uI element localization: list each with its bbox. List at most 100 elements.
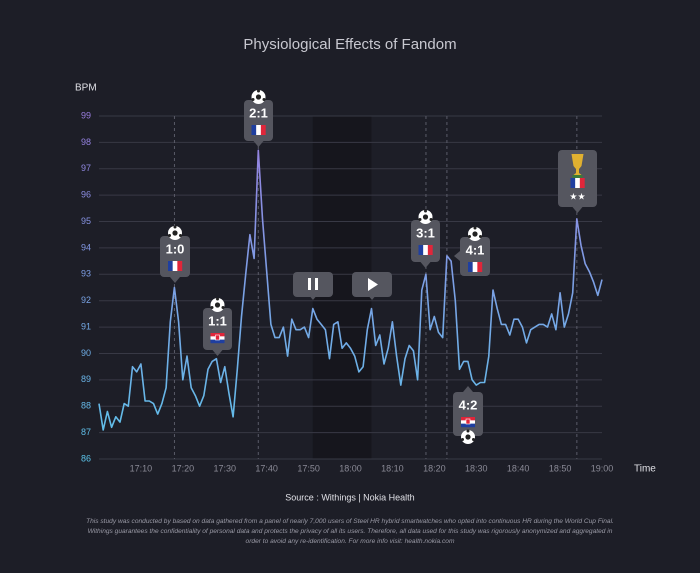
x-tick-label: 18:40 bbox=[507, 463, 530, 473]
score-label: 4:1 bbox=[466, 242, 485, 257]
trophy bbox=[571, 154, 584, 175]
bubble-box bbox=[453, 392, 483, 436]
footnote: This study was conducted by based on dat… bbox=[86, 518, 614, 525]
y-tick-label: 94 bbox=[81, 242, 91, 252]
flag-stripe bbox=[251, 125, 257, 135]
flag-stripe bbox=[461, 423, 475, 428]
score-bubble: 2:1 bbox=[244, 89, 273, 147]
flag-stripe bbox=[168, 261, 173, 271]
flag-stripe bbox=[477, 262, 483, 272]
bubble-pointer bbox=[454, 251, 460, 261]
flag-stripe bbox=[172, 261, 178, 271]
footnote: order to avoid any re-identification. Fo… bbox=[246, 538, 455, 545]
bubble-box bbox=[411, 220, 440, 262]
ball-patch bbox=[210, 306, 214, 309]
score-label: 1:1 bbox=[208, 313, 227, 328]
ball-patch bbox=[173, 225, 177, 229]
x-tick-label: 17:30 bbox=[213, 463, 236, 473]
bubble-box bbox=[203, 308, 232, 350]
ball-patch bbox=[221, 306, 225, 309]
footnote: Withings guarantees the confidentiality … bbox=[88, 528, 613, 535]
ball-patch bbox=[422, 214, 429, 220]
x-tick-label: 17:10 bbox=[130, 463, 153, 473]
ball-patch bbox=[251, 98, 255, 101]
score-label: 1:0 bbox=[166, 241, 185, 256]
bubble-pointer bbox=[212, 350, 223, 356]
score-bubble: ★★ bbox=[558, 150, 597, 213]
x-tick-label: 18:50 bbox=[549, 463, 572, 473]
flag-stripe bbox=[210, 339, 225, 344]
bubble-pointer bbox=[253, 141, 264, 147]
ball-patch bbox=[216, 297, 219, 301]
ball-patch bbox=[465, 434, 471, 440]
y-tick-label: 89 bbox=[81, 374, 91, 384]
ball-patch bbox=[424, 209, 427, 213]
x-tick-label: 17:40 bbox=[255, 463, 278, 473]
ball-patch bbox=[262, 98, 266, 101]
ball-patch bbox=[418, 218, 422, 221]
x-tick-label: 17:20 bbox=[172, 463, 195, 473]
bubble-pointer bbox=[463, 386, 473, 392]
flag-crest bbox=[215, 334, 220, 341]
flag-crest bbox=[465, 418, 471, 425]
y-tick-label: 97 bbox=[81, 163, 91, 173]
ball-patch bbox=[429, 218, 433, 221]
y-tick-label: 98 bbox=[81, 137, 91, 147]
score-label: 3:1 bbox=[416, 225, 435, 240]
flag-stripe bbox=[418, 245, 424, 255]
source: Source : Withings | Nokia Health bbox=[285, 492, 414, 502]
x-tick-label: 17:50 bbox=[297, 463, 320, 473]
score-label: 4:2 bbox=[459, 397, 478, 412]
score-label: 2:1 bbox=[249, 105, 268, 120]
y-tick-label: 92 bbox=[81, 295, 91, 305]
flag-stripe bbox=[468, 262, 473, 272]
pause-button bbox=[293, 272, 333, 300]
score-bubble: 4:2 bbox=[453, 386, 483, 444]
bubble-pointer bbox=[170, 277, 180, 283]
play-button bbox=[352, 272, 392, 300]
ball-patch bbox=[257, 89, 260, 93]
x-tick-label: 19:00 bbox=[591, 463, 614, 473]
stars: ★★ bbox=[569, 191, 585, 201]
y-tick-label: 93 bbox=[81, 269, 91, 279]
ball-patch bbox=[461, 438, 464, 441]
flag-stripe bbox=[427, 245, 433, 255]
score-bubble: 1:0 bbox=[160, 225, 190, 283]
y-tick-label: 99 bbox=[81, 110, 91, 120]
y-tick-label: 86 bbox=[81, 453, 91, 463]
flag-stripe bbox=[256, 125, 262, 135]
x-tick-label: 18:20 bbox=[423, 463, 446, 473]
ball-patch bbox=[473, 226, 477, 230]
y-tick-label: 88 bbox=[81, 401, 91, 411]
flag-stripe bbox=[472, 262, 478, 272]
bubble-pointer bbox=[572, 207, 583, 213]
ball-patch bbox=[466, 429, 470, 433]
ball-patch bbox=[255, 94, 262, 100]
flag-stripe bbox=[575, 178, 581, 188]
ball-patch bbox=[179, 234, 182, 237]
y-tick-label: 91 bbox=[81, 321, 91, 331]
flag-stripe bbox=[177, 261, 183, 271]
x-axis-label: Time bbox=[634, 464, 656, 475]
score-bubble: 1:1 bbox=[203, 297, 232, 356]
x-tick-label: 18:00 bbox=[339, 463, 362, 473]
flag-stripe bbox=[579, 178, 585, 188]
bubble-pointer bbox=[420, 262, 431, 268]
ball-patch bbox=[472, 438, 475, 441]
ball-patch bbox=[168, 234, 171, 237]
flag-stripe bbox=[260, 125, 266, 135]
y-axis-label: BPM bbox=[75, 83, 97, 94]
y-tick-label: 90 bbox=[81, 348, 91, 358]
ball-patch bbox=[472, 231, 478, 237]
flag-stripe bbox=[570, 178, 576, 188]
y-tick-label: 87 bbox=[81, 427, 91, 437]
chart-title: Physiological Effects of Fandom bbox=[243, 36, 456, 53]
bubble-box bbox=[460, 237, 490, 276]
score-bubble: 4:1 bbox=[454, 226, 490, 276]
ball-patch bbox=[214, 302, 221, 308]
x-tick-label: 18:10 bbox=[381, 463, 404, 473]
ball-patch bbox=[172, 230, 178, 236]
ball-patch bbox=[468, 235, 471, 238]
bubble-box bbox=[160, 236, 190, 277]
